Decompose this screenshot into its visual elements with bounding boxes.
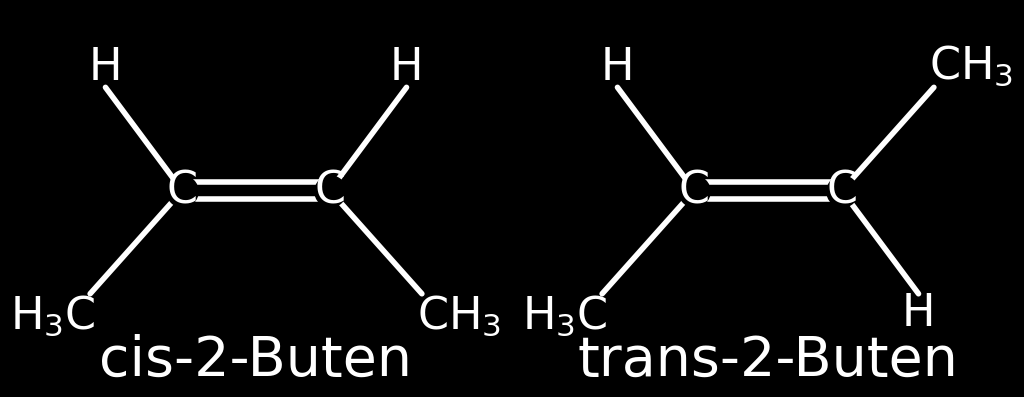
Text: $\mathregular{H_3C}$: $\mathregular{H_3C}$ <box>521 293 607 338</box>
Text: H: H <box>89 46 122 89</box>
Text: trans-2-Buten: trans-2-Buten <box>578 334 958 388</box>
Text: H: H <box>390 46 423 89</box>
Text: C: C <box>314 169 345 212</box>
Text: C: C <box>167 169 198 212</box>
Text: C: C <box>679 169 710 212</box>
Text: H: H <box>601 46 634 89</box>
Text: cis-2-Buten: cis-2-Buten <box>99 334 413 388</box>
Text: $\mathregular{H_3C}$: $\mathregular{H_3C}$ <box>9 293 95 338</box>
Text: C: C <box>826 169 857 212</box>
Text: $\mathregular{CH_3}$: $\mathregular{CH_3}$ <box>929 43 1013 88</box>
Text: $\mathregular{CH_3}$: $\mathregular{CH_3}$ <box>417 293 501 338</box>
Text: H: H <box>902 292 935 335</box>
